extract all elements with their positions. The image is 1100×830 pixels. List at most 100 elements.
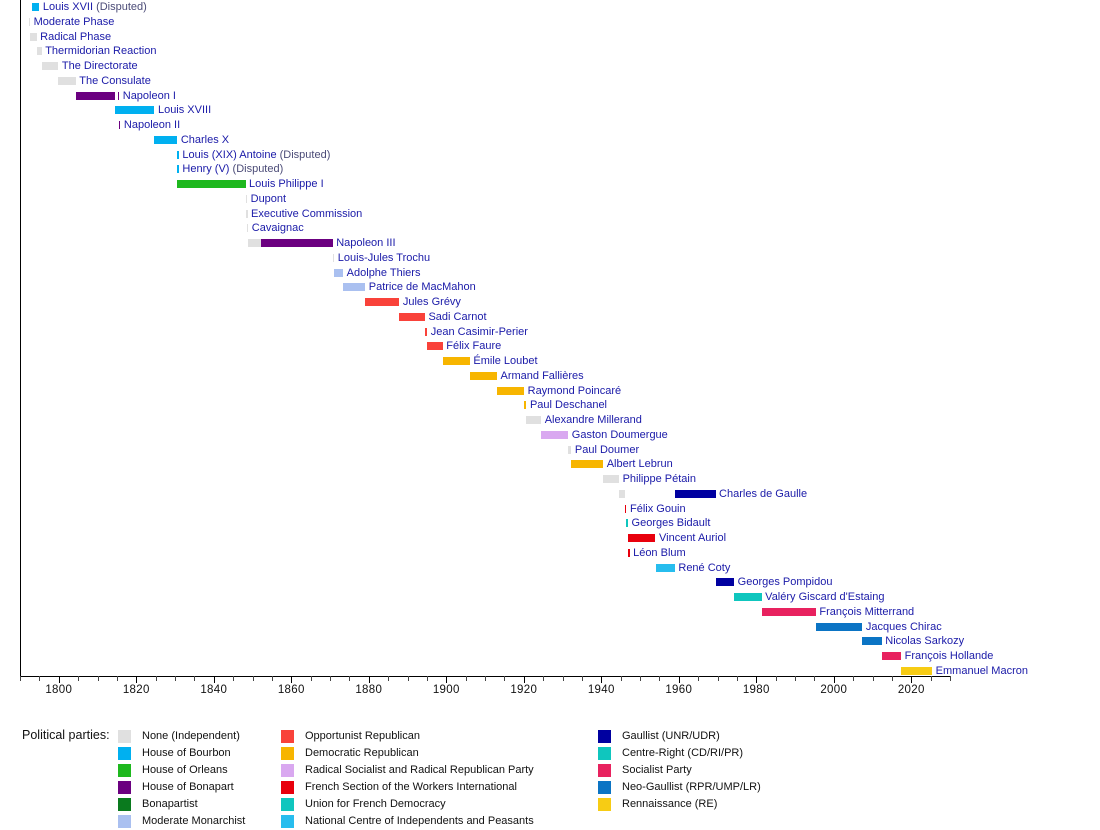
timeline-row[interactable]: Jacques Chirac (0, 620, 1100, 634)
timeline-row[interactable]: Louis Philippe I (0, 177, 1100, 191)
timeline-bar[interactable] (815, 622, 863, 631)
timeline-row[interactable]: Sadi Carnot (0, 310, 1100, 324)
timeline-row[interactable]: Napoleon I (0, 89, 1100, 103)
x-tick-major (911, 676, 913, 683)
timeline-row[interactable]: Nicolas Sarkozy (0, 634, 1100, 648)
timeline-row[interactable]: The Consulate (0, 74, 1100, 88)
timeline-row[interactable]: Adolphe Thiers (0, 266, 1100, 280)
timeline-bar[interactable] (75, 91, 115, 100)
timeline-row[interactable]: Executive Commission (0, 207, 1100, 221)
timeline-row[interactable]: Charles X (0, 133, 1100, 147)
timeline-row[interactable]: Georges Pompidou (0, 575, 1100, 589)
timeline-row[interactable]: Jean Casimir-Perier (0, 325, 1100, 339)
timeline-row[interactable]: Vincent Auriol (0, 531, 1100, 545)
timeline-row[interactable]: Paul Deschanel (0, 398, 1100, 412)
timeline-bar[interactable] (177, 150, 179, 159)
timeline-row[interactable]: Napoleon II (0, 118, 1100, 132)
timeline-bar[interactable] (497, 386, 525, 395)
timeline-bar[interactable] (114, 106, 155, 115)
timeline-bar[interactable] (571, 460, 604, 469)
timeline-bar[interactable] (761, 607, 816, 616)
timeline-bar[interactable] (626, 519, 629, 528)
timeline-bar[interactable] (177, 165, 179, 174)
timeline-row[interactable]: Émile Loubet (0, 354, 1100, 368)
timeline-row[interactable]: Valéry Giscard d'Estaing (0, 590, 1100, 604)
timeline-row[interactable]: Léon Blum (0, 546, 1100, 560)
timeline-bar[interactable] (442, 357, 470, 365)
timeline-row[interactable]: Georges Bidault (0, 516, 1100, 530)
timeline-row[interactable]: Patrice de MacMahon (0, 280, 1100, 294)
timeline-row[interactable]: Thermidorian Reaction (0, 44, 1100, 58)
timeline-bar[interactable] (674, 489, 716, 498)
timeline-row[interactable]: François Mitterrand (0, 605, 1100, 619)
timeline-bar[interactable] (399, 312, 425, 321)
timeline-row[interactable]: Albert Lebrun (0, 457, 1100, 471)
timeline-row[interactable]: Louis XVIII (0, 103, 1100, 117)
timeline-row[interactable]: Henry (V) (Disputed) (0, 162, 1100, 176)
timeline-bar[interactable] (734, 593, 762, 601)
timeline-row[interactable]: Louis (XIX) Antoine (Disputed) (0, 148, 1100, 162)
timeline-bar[interactable] (36, 47, 42, 56)
timeline-bar[interactable] (427, 342, 443, 351)
timeline-bar[interactable] (332, 253, 335, 262)
timeline-bar[interactable] (655, 563, 675, 572)
row-label-name: Napoleon I (122, 89, 176, 102)
timeline-row[interactable]: François Hollande (0, 649, 1100, 663)
timeline-row[interactable]: Charles de Gaulle (0, 487, 1100, 501)
timeline-bar[interactable] (248, 239, 262, 247)
timeline-bar[interactable] (624, 504, 627, 513)
timeline-row[interactable]: Louis XVII (Disputed) (0, 0, 1100, 14)
timeline-bar[interactable] (365, 298, 400, 306)
timeline-row[interactable]: Moderate Phase (0, 15, 1100, 29)
timeline-bar[interactable] (31, 3, 40, 11)
timeline-bar[interactable] (568, 445, 572, 454)
timeline-bar[interactable] (541, 430, 569, 439)
timeline-bar[interactable] (58, 76, 76, 85)
timeline-row[interactable]: Emmanuel Macron (0, 664, 1100, 678)
timeline-bar[interactable] (117, 91, 120, 100)
timeline-bar[interactable] (28, 17, 31, 26)
timeline-bar[interactable] (715, 578, 735, 587)
timeline-bar[interactable] (862, 637, 882, 646)
timeline-bar[interactable] (628, 534, 656, 542)
timeline-row[interactable]: Napoleon III (0, 236, 1100, 250)
timeline-bar[interactable] (246, 224, 249, 233)
timeline-bar[interactable] (901, 666, 933, 675)
row-label-name: Alexandre Millerand (544, 414, 642, 426)
timeline-bar[interactable] (334, 268, 344, 277)
timeline-bar[interactable] (603, 475, 620, 483)
timeline-bar[interactable] (526, 416, 542, 424)
timeline-bar[interactable] (524, 401, 527, 410)
timeline-bar[interactable] (469, 371, 497, 380)
timeline-bar[interactable] (30, 32, 37, 41)
timeline-row[interactable]: Cavaignac (0, 221, 1100, 235)
timeline-row[interactable]: Alexandre Millerand (0, 413, 1100, 427)
timeline-bar[interactable] (154, 135, 178, 144)
row-label-name: Jacques Chirac (865, 620, 942, 633)
timeline-row[interactable]: Armand Fallières (0, 369, 1100, 383)
timeline-row[interactable]: Louis-Jules Trochu (0, 251, 1100, 265)
timeline-row[interactable]: Félix Gouin (0, 502, 1100, 516)
timeline-bar[interactable] (881, 652, 902, 660)
timeline-bar[interactable] (41, 62, 59, 70)
timeline-row[interactable]: Paul Doumer (0, 443, 1100, 457)
timeline-bar[interactable] (343, 283, 366, 292)
timeline-bar[interactable] (118, 121, 121, 129)
x-tick-major (291, 676, 293, 683)
timeline-bar[interactable] (619, 489, 625, 498)
timeline-row[interactable]: Dupont (0, 192, 1100, 206)
timeline-row[interactable]: Philippe Pétain (0, 472, 1100, 486)
timeline-bar[interactable] (245, 194, 248, 203)
timeline-row[interactable]: Radical Phase (0, 30, 1100, 44)
timeline-bar[interactable] (177, 180, 246, 188)
timeline-row[interactable]: Jules Grévy (0, 295, 1100, 309)
timeline-row[interactable]: The Directorate (0, 59, 1100, 73)
timeline-bar[interactable] (261, 239, 333, 247)
timeline-row[interactable]: René Coty (0, 561, 1100, 575)
timeline-bar[interactable] (424, 327, 428, 336)
timeline-row[interactable]: Raymond Poincaré (0, 384, 1100, 398)
timeline-row[interactable]: Félix Faure (0, 339, 1100, 353)
timeline-bar[interactable] (627, 548, 630, 557)
timeline-row[interactable]: Gaston Doumergue (0, 428, 1100, 442)
timeline-bar[interactable] (245, 209, 248, 218)
